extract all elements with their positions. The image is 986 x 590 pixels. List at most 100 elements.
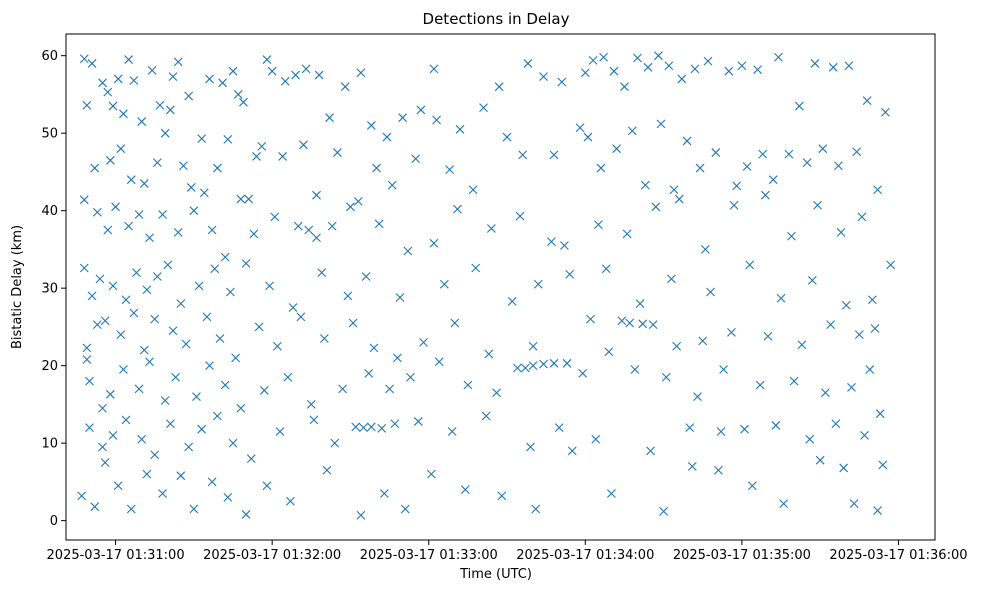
data-point [617, 316, 627, 326]
data-point [218, 78, 227, 88]
data-point [755, 380, 765, 390]
data-point [703, 56, 713, 66]
data-point [390, 419, 400, 429]
data-point [92, 207, 102, 217]
data-point [327, 221, 337, 231]
chart-title: Detections in Delay [423, 10, 570, 28]
data-point [283, 372, 293, 382]
data-point [398, 113, 408, 123]
data-point [526, 442, 535, 452]
data-point [515, 211, 525, 221]
data-point [346, 202, 355, 212]
data-point [875, 409, 885, 419]
data-point [132, 268, 141, 278]
data-point [275, 427, 285, 436]
data-point [416, 105, 426, 115]
data-point [288, 303, 298, 312]
data-point [119, 365, 128, 374]
data-point [142, 469, 152, 479]
data-point [330, 438, 340, 448]
data-point [742, 162, 752, 171]
data-point [108, 431, 118, 440]
data-point [82, 343, 92, 353]
data-point [815, 455, 825, 465]
data-point [145, 233, 154, 243]
data-point [286, 496, 295, 506]
x-axis-label: Time (UTC) [459, 567, 532, 582]
data-point [223, 134, 233, 144]
data-point [317, 268, 327, 278]
data-point [596, 163, 606, 173]
data-point [160, 396, 170, 405]
data-point [831, 419, 841, 429]
x-tick-label: 2025-03-17 01:34:00 [516, 548, 654, 563]
data-point [787, 231, 796, 241]
data-point [272, 341, 282, 351]
data-point [620, 82, 629, 92]
data-point [173, 57, 183, 67]
data-point [85, 376, 94, 386]
data-point [278, 152, 287, 161]
data-point [810, 59, 820, 68]
data-point [622, 229, 632, 239]
data-point [698, 336, 708, 346]
data-point [604, 347, 614, 357]
data-point [124, 55, 134, 64]
data-point [706, 287, 715, 297]
data-point [168, 72, 178, 82]
data-point [173, 227, 183, 237]
data-point [528, 341, 538, 351]
data-point [406, 372, 415, 382]
data-point [87, 291, 97, 301]
data-point [714, 465, 723, 475]
x-tick-label: 2025-03-17 01:35:00 [673, 548, 811, 563]
x-tick-label: 2025-03-17 01:31:00 [47, 548, 185, 563]
data-point [186, 183, 196, 192]
data-point [865, 365, 875, 374]
data-point [95, 274, 105, 284]
data-point [262, 55, 272, 64]
data-point [382, 132, 392, 142]
data-point [98, 78, 107, 88]
data-point [176, 471, 186, 481]
data-point [189, 504, 199, 514]
data-point [873, 506, 882, 515]
data-point [129, 308, 139, 318]
data-point [656, 119, 666, 129]
data-point [353, 196, 363, 206]
data-point [854, 330, 864, 340]
data-point [108, 281, 118, 291]
data-point [531, 504, 541, 514]
data-point [779, 499, 789, 508]
data-point [729, 200, 739, 210]
data-point [852, 147, 862, 157]
data-point [254, 322, 264, 332]
data-point [348, 318, 358, 328]
data-point [481, 411, 491, 421]
data-point [695, 163, 705, 173]
data-point [265, 281, 274, 291]
x-tick-label: 2025-03-17 01:32:00 [203, 548, 341, 563]
data-point [627, 126, 637, 136]
data-point [434, 357, 444, 367]
data-point [239, 97, 248, 107]
data-point [413, 417, 423, 426]
data-point [158, 210, 167, 219]
data-point [763, 331, 773, 341]
data-point [356, 510, 366, 520]
data-point [374, 219, 384, 229]
data-point [197, 424, 207, 434]
data-point [301, 64, 311, 74]
data-point [343, 291, 353, 301]
data-point [557, 77, 567, 87]
data-point [486, 224, 496, 233]
data-point [878, 460, 888, 470]
data-point [152, 272, 162, 281]
data-point [445, 165, 455, 174]
data-point [768, 175, 778, 185]
y-tick-label: 50 [41, 127, 58, 142]
data-point [776, 293, 786, 303]
data-point [789, 376, 799, 386]
data-point [139, 179, 149, 188]
data-point [137, 434, 147, 444]
